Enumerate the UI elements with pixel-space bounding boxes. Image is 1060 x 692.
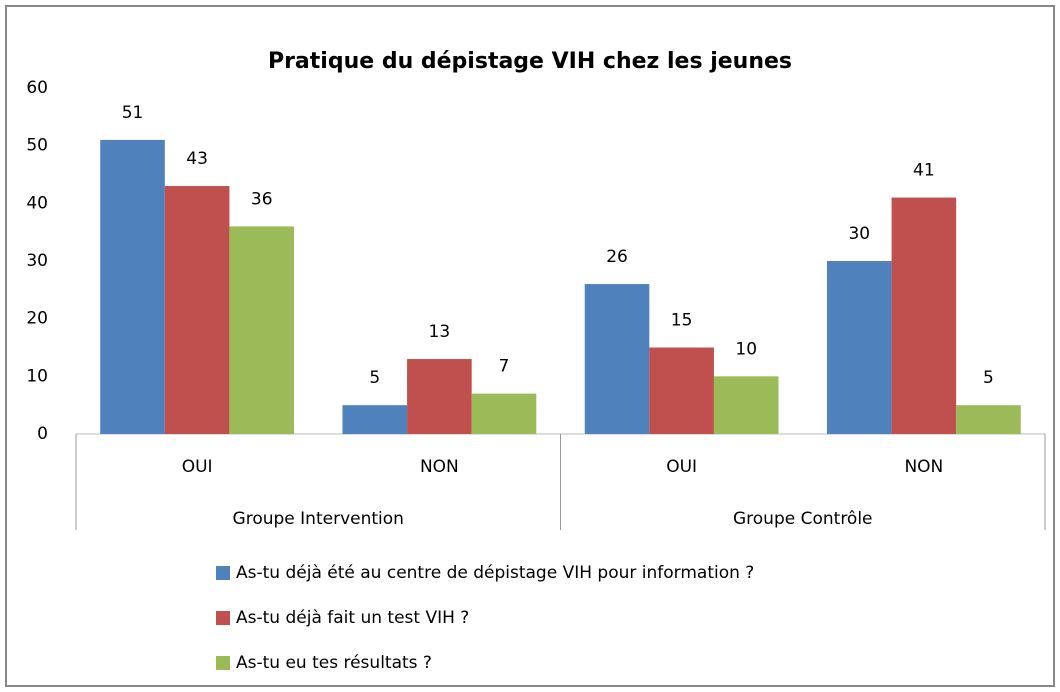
bar [649, 347, 714, 434]
value-label: 41 [913, 161, 935, 181]
value-label: 5 [369, 368, 380, 388]
value-label: 26 [606, 247, 628, 267]
x-tick-label: OUI [182, 457, 213, 477]
bar [100, 139, 165, 434]
bar [891, 197, 957, 434]
y-tick-label: 60 [26, 78, 48, 98]
group-label: Groupe Contrôle [733, 509, 873, 529]
value-label: 51 [122, 103, 144, 123]
y-tick-label: 0 [37, 424, 48, 444]
y-tick-label: 50 [26, 136, 48, 156]
legend-swatch [216, 656, 230, 670]
bar [164, 186, 230, 434]
bar [956, 405, 1021, 434]
y-tick-label: 10 [26, 366, 48, 386]
value-label: 10 [735, 339, 757, 359]
bar [471, 393, 537, 434]
legend-label: As-tu eu tes résultats ? [236, 653, 432, 673]
legend-swatch [216, 566, 230, 580]
x-tick-label: OUI [666, 457, 697, 477]
chart-title: Pratique du dépistage VIH chez les jeune… [268, 49, 792, 74]
bar [229, 226, 295, 434]
x-tick-label: NON [420, 457, 459, 477]
y-tick-label: 30 [26, 251, 48, 271]
legend-label: As-tu déjà fait un test VIH ? [236, 608, 469, 628]
value-label: 13 [429, 322, 451, 342]
x-tick-label: NON [904, 457, 943, 477]
y-tick-label: 40 [26, 193, 48, 213]
value-label: 30 [848, 224, 870, 244]
legend-swatch [216, 611, 230, 625]
value-label: 43 [186, 149, 208, 169]
legend-label: As-tu déjà été au centre de dépistage VI… [236, 563, 754, 583]
bar [342, 405, 408, 434]
value-label: 15 [671, 311, 693, 331]
bar [713, 376, 779, 434]
group-label: Groupe Intervention [233, 509, 404, 529]
value-label: 5 [983, 368, 994, 388]
bar [826, 261, 892, 434]
y-tick-label: 20 [26, 309, 48, 329]
value-label: 36 [251, 189, 273, 209]
bar [584, 284, 650, 434]
value-label: 7 [499, 357, 510, 377]
bar [407, 359, 472, 434]
